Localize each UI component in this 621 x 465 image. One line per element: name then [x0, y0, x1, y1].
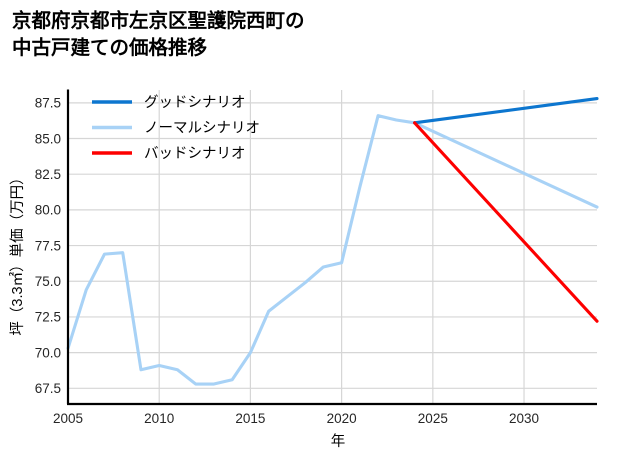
x-tick-label: 2025 — [418, 411, 448, 426]
x-tick-label: 2030 — [509, 411, 539, 426]
axis-spines — [66, 89, 597, 406]
x-gridlines — [67, 90, 525, 404]
gridlines — [68, 102, 597, 389]
y-tick-label: 72.5 — [35, 310, 61, 325]
x-tick-labels: 2005 2010 2015 2020 2025 2030 — [53, 411, 539, 426]
y-tick-label: 85.0 — [35, 131, 61, 146]
x-tick-label: 2020 — [327, 411, 357, 426]
x-tick-label: 2010 — [144, 411, 174, 426]
y-axis-title: 坪（3.3㎡）単価（万円） — [9, 170, 26, 335]
y-tick-labels: 67.5 70.0 72.5 75.0 77.5 80.0 82.5 85.0 87.5 — [35, 96, 61, 396]
series-lines — [66, 97, 599, 386]
y-tick-label: 75.0 — [35, 274, 61, 289]
legend-label: ノーマルシナリオ — [144, 121, 260, 137]
x-tick-label: 2015 — [235, 411, 265, 426]
y-tick-label: 82.5 — [35, 167, 61, 182]
y-tick-label: 67.5 — [35, 381, 61, 396]
page-title: 京都府京都市左京区聖護院西町の 中古戸建ての価格推移 — [12, 10, 305, 59]
x-tick-label: 2005 — [53, 411, 83, 426]
legend-label: バッドシナリオ — [144, 146, 246, 162]
y-tick-label: 70.0 — [35, 345, 61, 360]
x-axis-title: 年 — [331, 433, 346, 450]
y-tick-label: 87.5 — [35, 96, 61, 111]
legend-label: グッドシナリオ — [144, 94, 246, 111]
y-tick-label: 80.0 — [35, 203, 61, 218]
y-tick-label: 77.5 — [35, 238, 61, 253]
